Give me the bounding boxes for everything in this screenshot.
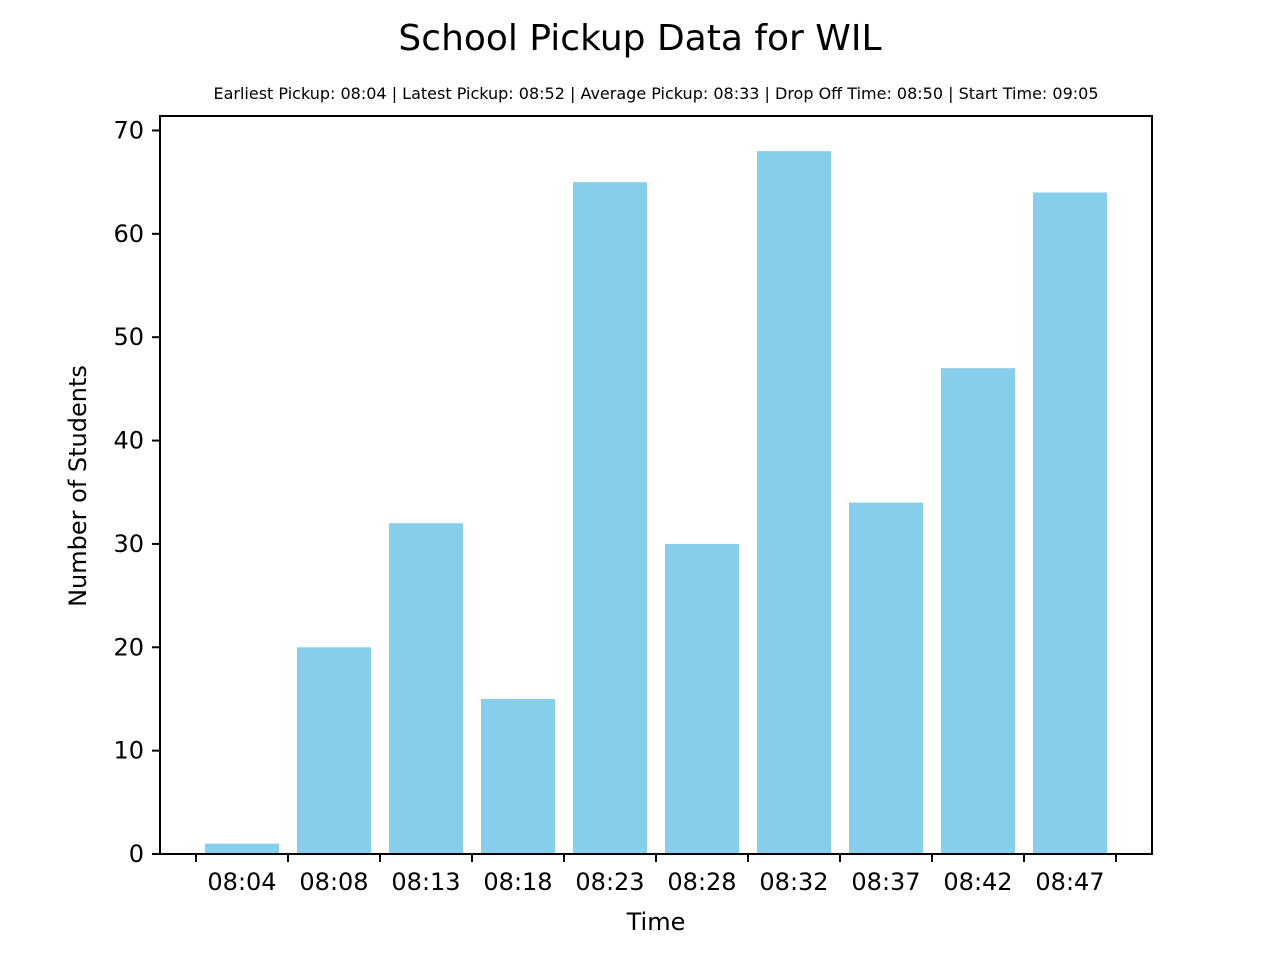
bar-0804 <box>205 843 279 854</box>
x-axis-label: Time <box>626 908 686 936</box>
bar-0842 <box>941 368 1015 854</box>
x-tick-label: 08:28 <box>667 868 736 896</box>
y-tick-label: 0 <box>129 840 144 868</box>
y-axis-label: Number of Students <box>64 365 92 607</box>
y-tick-label: 50 <box>113 323 144 351</box>
x-tick-label: 08:32 <box>759 868 828 896</box>
bar-0828 <box>665 543 739 854</box>
y-axis: 0 10 20 30 40 50 60 70 <box>113 116 160 868</box>
chart-title: School Pickup Data for WIL <box>398 18 881 59</box>
y-tick-label: 70 <box>113 116 144 144</box>
bar-0832 <box>757 151 831 855</box>
x-tick-label: 08:47 <box>1035 868 1104 896</box>
x-tick-label: 08:04 <box>207 868 276 896</box>
x-tick-label: 08:08 <box>299 868 368 896</box>
bar-0823 <box>573 182 647 855</box>
x-tick-label: 08:18 <box>483 868 552 896</box>
y-tick-label: 20 <box>113 633 144 661</box>
x-tick-label: 08:23 <box>575 868 644 896</box>
x-tick-label: 08:37 <box>851 868 920 896</box>
x-axis: 08:04 08:08 08:13 08:18 08:23 08:28 08:32 08:37… <box>195 854 1117 896</box>
bar-0837 <box>849 502 923 854</box>
bar-0818 <box>481 698 555 854</box>
bar-0847 <box>1033 192 1107 854</box>
x-tick-label: 08:13 <box>391 868 460 896</box>
y-tick-label: 60 <box>113 220 144 248</box>
bars-group <box>205 151 1107 855</box>
x-tick-label: 08:42 <box>943 868 1012 896</box>
bar-0808 <box>297 647 371 854</box>
y-tick-label: 10 <box>113 737 144 765</box>
chart-subtitle: Earliest Pickup: 08:04 | Latest Pickup: … <box>213 84 1098 103</box>
y-tick-label: 30 <box>113 530 144 558</box>
bar-0813 <box>389 523 463 854</box>
y-tick-label: 40 <box>113 427 144 455</box>
